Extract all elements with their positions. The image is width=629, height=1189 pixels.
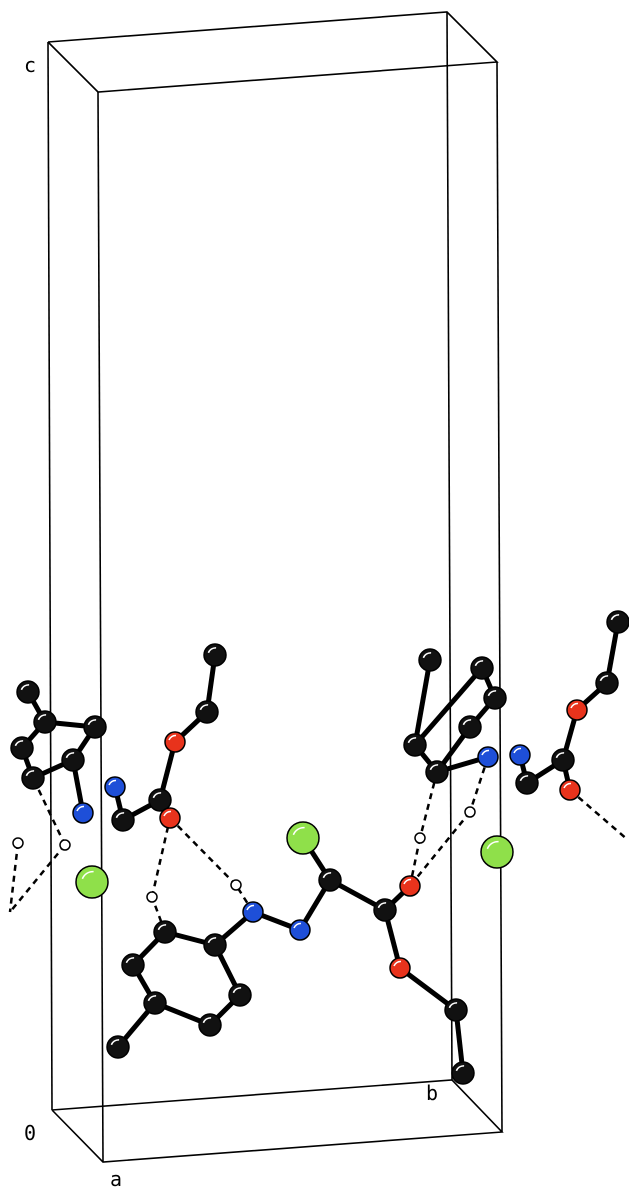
crystal-packing-diagram: c b 0 a xyxy=(0,0,629,1189)
atom-cl xyxy=(481,836,513,868)
cell-edge xyxy=(48,42,52,1110)
unit-cell xyxy=(48,12,502,1162)
hydrogen-bond xyxy=(10,843,18,912)
cell-top xyxy=(48,12,497,92)
atom-h xyxy=(465,807,475,817)
hydrogen-bond xyxy=(152,818,170,897)
atom-h xyxy=(415,833,425,843)
atom-cl xyxy=(76,866,108,898)
axis-label-b: b xyxy=(426,1081,438,1105)
cell-edge xyxy=(447,12,452,1080)
page: c b 0 a (() => { const data = JSON.parse… xyxy=(0,0,629,1189)
cell-edge xyxy=(98,92,103,1162)
axis-label-c: c xyxy=(24,53,36,77)
hydrogen-bond xyxy=(10,845,65,912)
atom-h xyxy=(13,838,23,848)
atom-h xyxy=(147,892,157,902)
hydrogen-bond xyxy=(170,818,236,885)
atom-cl xyxy=(287,822,319,854)
hydrogen-bond xyxy=(570,790,628,840)
cell-edge xyxy=(497,62,502,1132)
atom-h xyxy=(60,840,70,850)
hydrogen-bond xyxy=(410,812,470,886)
axis-label-origin: 0 xyxy=(24,1121,36,1145)
axis-label-a: a xyxy=(110,1167,122,1189)
atom-h xyxy=(231,880,241,890)
